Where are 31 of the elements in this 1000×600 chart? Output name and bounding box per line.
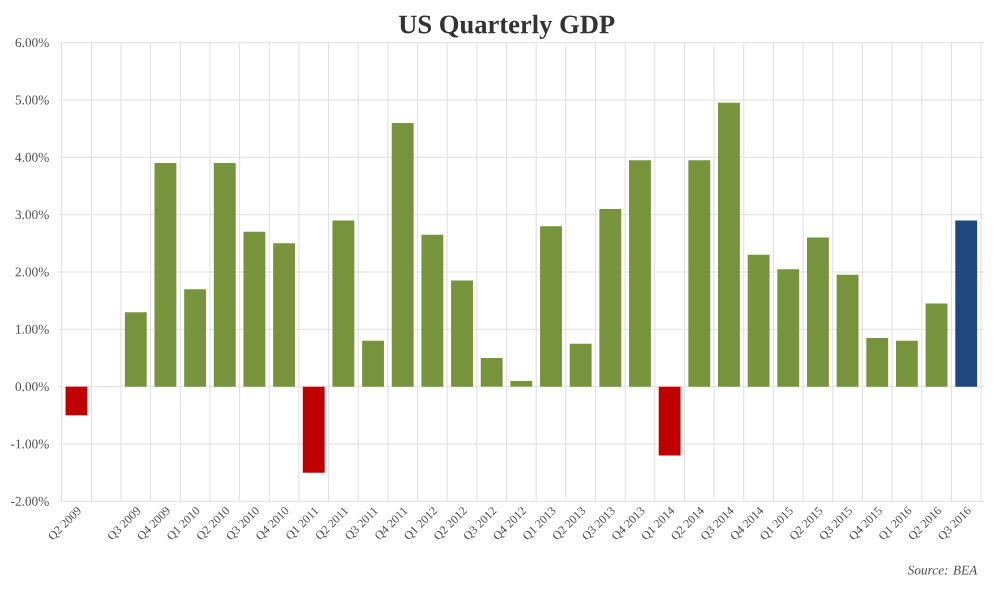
bar xyxy=(154,163,177,387)
bar xyxy=(510,380,533,387)
bar xyxy=(955,220,978,387)
bar xyxy=(629,160,651,387)
bar xyxy=(718,102,740,387)
bar xyxy=(895,340,918,387)
bar xyxy=(391,122,414,387)
bar xyxy=(866,337,889,387)
bar xyxy=(273,243,295,387)
bar xyxy=(213,163,236,387)
bar xyxy=(302,386,325,473)
bar xyxy=(124,312,147,387)
bar xyxy=(480,358,503,387)
bar xyxy=(65,386,88,416)
bar xyxy=(777,269,800,387)
bar xyxy=(747,254,770,387)
bar xyxy=(184,289,207,387)
bar xyxy=(243,231,266,387)
bar xyxy=(421,234,444,387)
bar xyxy=(569,343,592,387)
bar xyxy=(599,208,622,387)
bar xyxy=(540,226,562,387)
bar xyxy=(658,386,681,456)
bar xyxy=(688,160,711,387)
bar xyxy=(806,237,829,387)
chart-title: US Quarterly GDP xyxy=(398,14,615,39)
bar xyxy=(451,280,473,387)
bar xyxy=(836,274,859,387)
bar xyxy=(362,340,384,387)
bar xyxy=(332,220,355,387)
bar xyxy=(925,303,948,387)
